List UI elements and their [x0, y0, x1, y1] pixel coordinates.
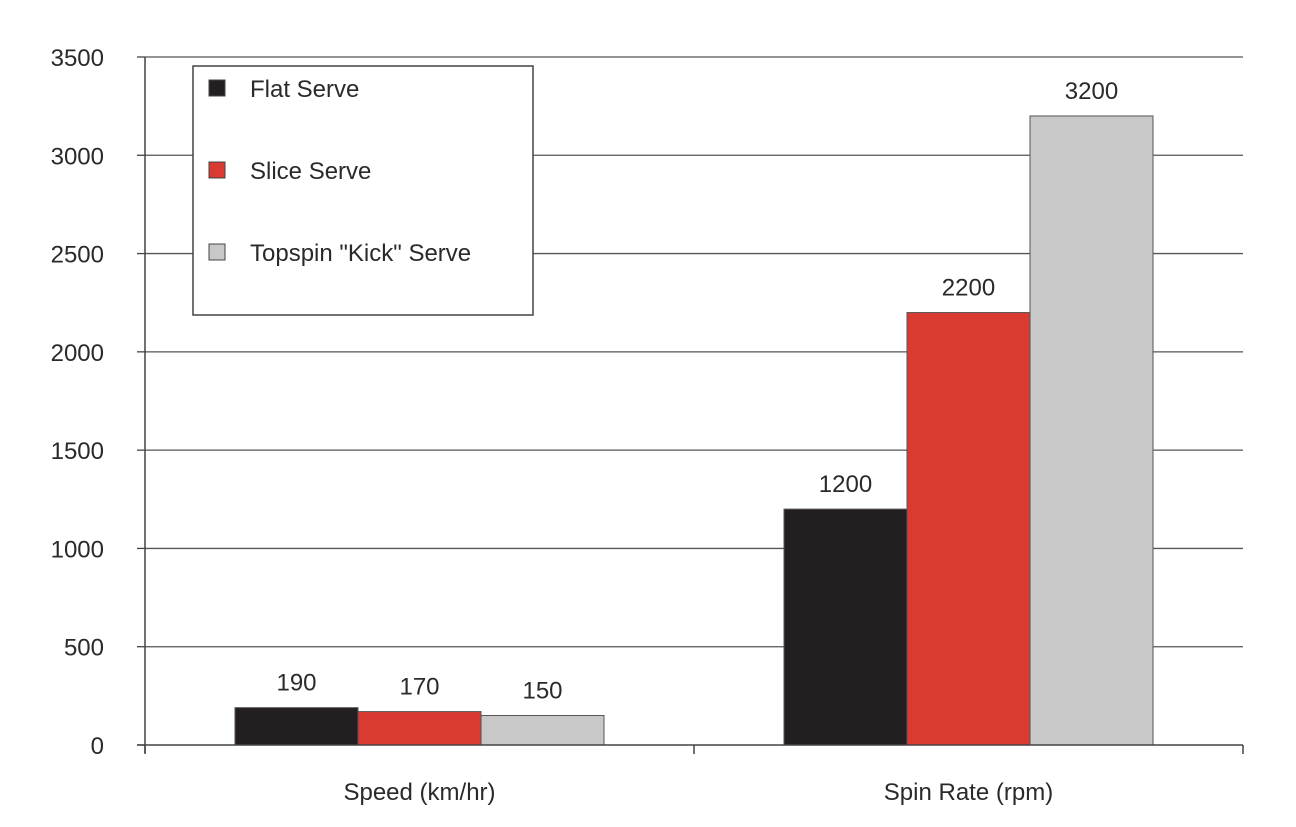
bar — [906, 312, 1031, 746]
y-tick-label: 3500 — [51, 45, 104, 72]
data-label: 2200 — [942, 275, 995, 302]
y-tick-label: 2000 — [51, 340, 104, 367]
data-label: 190 — [276, 670, 316, 697]
bar — [357, 711, 482, 746]
y-tick-label: 2500 — [51, 242, 104, 269]
bar — [1029, 115, 1154, 746]
legend-label: Slice Serve — [250, 158, 371, 185]
bar — [234, 707, 359, 746]
legend-swatch — [208, 79, 226, 97]
y-tick-label: 1000 — [51, 536, 104, 563]
y-tick-label: 500 — [64, 635, 104, 662]
bar — [480, 715, 605, 746]
y-tick-label: 3000 — [51, 143, 104, 170]
data-label: 170 — [399, 674, 439, 701]
axes: 0 500 1000 1500 2000 2500 3000 3500 Speed (km/hr… — [51, 45, 1244, 806]
legend: Flat Serve Slice Serve Topspin "Kick" Serv… — [192, 65, 534, 316]
y-tick-label: 0 — [91, 733, 104, 760]
x-tick-label: Speed (km/hr) — [343, 779, 495, 806]
legend-label: Topspin "Kick" Serve — [250, 240, 471, 267]
data-label: 150 — [522, 678, 562, 705]
y-tick-label: 1500 — [51, 438, 104, 465]
bars — [234, 115, 1154, 746]
data-label: 1200 — [819, 471, 872, 498]
data-labels: 190 170 150 1200 2200 3200 — [276, 78, 1118, 705]
data-label: 3200 — [1065, 78, 1118, 105]
legend-box — [192, 65, 534, 316]
x-tick-label: Spin Rate (rpm) — [884, 779, 1053, 806]
legend-swatch — [208, 243, 226, 261]
legend-label: Flat Serve — [250, 76, 359, 103]
bar — [783, 508, 908, 746]
legend-swatch — [208, 161, 226, 179]
